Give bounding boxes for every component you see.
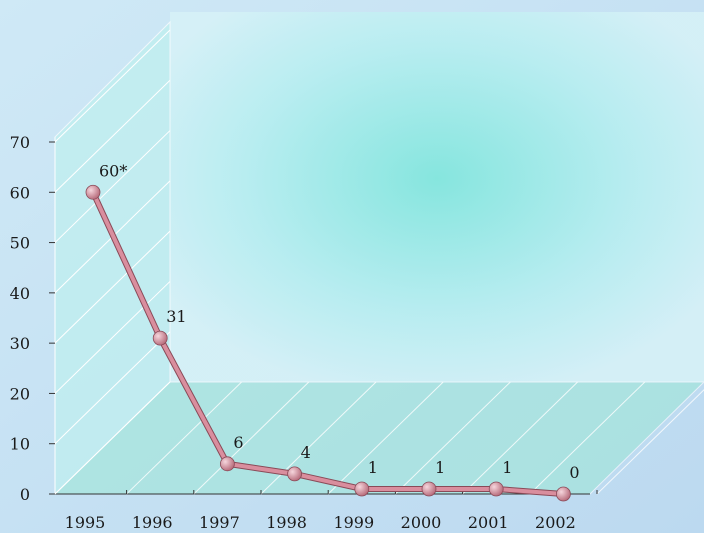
x-tick-label: 2001: [468, 513, 509, 532]
back-wall: [170, 12, 704, 382]
marker: [219, 456, 235, 472]
y-tick-label: 10: [10, 435, 30, 454]
y-tick-label: 20: [10, 384, 30, 403]
marker: [354, 481, 370, 497]
value-label: 60*: [99, 161, 127, 180]
floor-grid: [462, 381, 578, 495]
grid-line: [54, 230, 171, 344]
grid-line: [54, 381, 171, 495]
value-label: 4: [301, 443, 311, 462]
floor-grid: [395, 381, 511, 495]
marker: [556, 486, 571, 502]
grid-line: [54, 130, 171, 243]
x-tick-label: 1995: [65, 513, 106, 532]
marker: [287, 466, 303, 482]
value-label: 1: [502, 458, 512, 477]
marker: [85, 184, 101, 200]
grid-line: [54, 79, 171, 193]
grid-line: [54, 29, 171, 143]
value-label: 6: [233, 433, 243, 452]
marker: [152, 330, 168, 346]
value-label: 31: [166, 307, 186, 326]
floor-grid: [126, 381, 242, 495]
y-tick-label: 40: [10, 284, 30, 303]
x-tick-label: 1999: [333, 513, 374, 532]
floor-grid: [596, 389, 704, 495]
x-tick-label: 2002: [535, 513, 576, 532]
line: [91, 191, 564, 496]
grid-line: [54, 331, 171, 445]
x-tick-label: 1997: [199, 513, 240, 532]
y-tick-label: 0: [20, 485, 30, 504]
value-label: 1: [435, 458, 445, 477]
floor-grid: [327, 381, 444, 495]
x-tick-label: 2000: [401, 513, 442, 532]
value-label: 0: [569, 463, 579, 482]
floor-grid: [260, 381, 377, 495]
y-tick-label: 70: [10, 133, 30, 152]
marker: [488, 481, 504, 497]
value-label: 1: [368, 458, 378, 477]
x-tick-label: 1996: [132, 513, 173, 532]
grid-line: [54, 281, 171, 394]
floor-grid: [193, 381, 310, 495]
x-tick-label: 1998: [266, 513, 307, 532]
y-tick-label: 30: [10, 334, 30, 353]
marker: [421, 481, 437, 497]
y-tick-label: 50: [10, 234, 30, 253]
y-tick-label: 60: [10, 183, 30, 202]
floor-grid: [529, 381, 646, 495]
